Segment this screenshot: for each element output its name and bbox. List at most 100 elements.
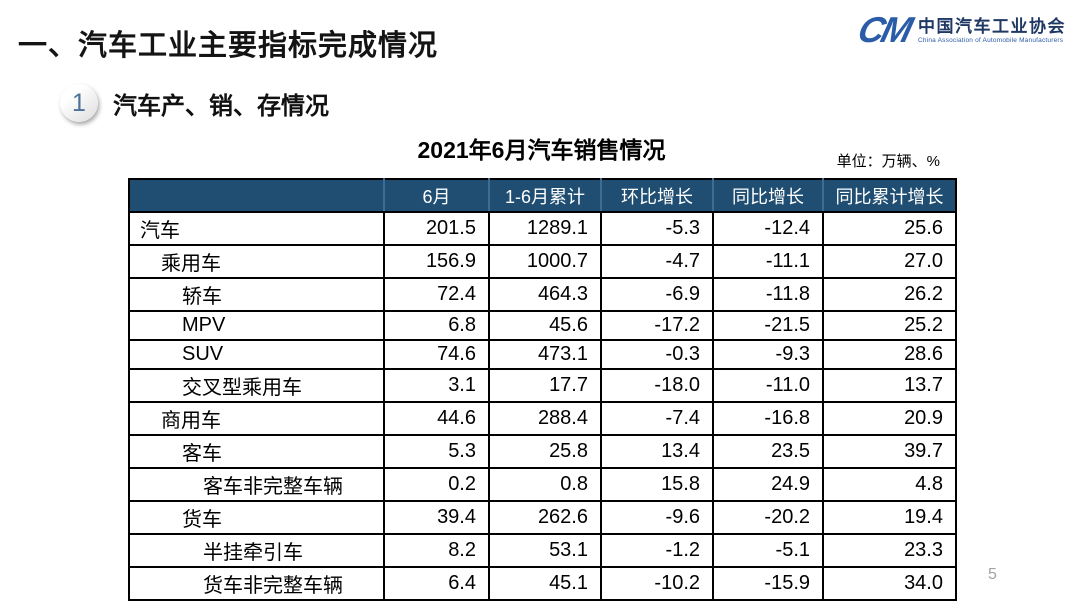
table-row: 轿车 72.4 464.3 -6.9 -11.8 26.2 — [128, 277, 957, 312]
row-label: 商用车 — [128, 401, 385, 436]
value-cell: 5.3 — [383, 434, 490, 469]
unit-note: 单位：万辆、% — [836, 153, 940, 170]
row-label: 货车 — [128, 500, 385, 535]
row-label: 半挂牵引车 — [128, 533, 385, 568]
logo-name-cn: 中国汽车工业协会 — [918, 16, 1066, 36]
table-title: 2021年6月汽车销售情况 — [417, 137, 666, 163]
value-cell: -7.4 — [600, 401, 714, 436]
value-cell: 262.6 — [488, 500, 602, 535]
value-cell: -4.7 — [600, 244, 714, 279]
table-header: 6月 1-6月累计 环比增长 同比增长 同比累计增长 — [128, 178, 957, 213]
table-column-header: 6月 — [383, 178, 490, 213]
value-cell: -5.1 — [712, 533, 824, 568]
table-row: 汽车 201.5 1289.1 -5.3 -12.4 25.6 — [128, 211, 957, 246]
value-cell: 45.1 — [488, 566, 602, 601]
value-cell: 25.2 — [822, 310, 957, 341]
value-cell: -15.9 — [712, 566, 824, 601]
value-cell: 473.1 — [488, 339, 602, 370]
table-column-header: 1-6月累计 — [488, 178, 602, 213]
table-row: 交叉型乘用车 3.1 17.7 -18.0 -11.0 13.7 — [128, 368, 957, 403]
table-row: 货车 39.4 262.6 -9.6 -20.2 19.4 — [128, 500, 957, 535]
table-row: 半挂牵引车 8.2 53.1 -1.2 -5.1 23.3 — [128, 533, 957, 568]
value-cell: 8.2 — [383, 533, 490, 568]
value-cell: -16.8 — [712, 401, 824, 436]
table-row: 客车非完整车辆 0.2 0.8 15.8 24.9 4.8 — [128, 467, 957, 502]
value-cell: 25.8 — [488, 434, 602, 469]
value-cell: 19.4 — [822, 500, 957, 535]
value-cell: 13.4 — [600, 434, 714, 469]
value-cell: -18.0 — [600, 368, 714, 403]
row-label: 汽车 — [128, 211, 385, 246]
value-cell: 44.6 — [383, 401, 490, 436]
table-row: 商用车 44.6 288.4 -7.4 -16.8 20.9 — [128, 401, 957, 436]
value-cell: -11.0 — [712, 368, 824, 403]
value-cell: 0.2 — [383, 467, 490, 502]
cam-monogram-icon: CM — [854, 9, 915, 50]
value-cell: 0.8 — [488, 467, 602, 502]
row-label: 乘用车 — [128, 244, 385, 279]
table-row: 客车 5.3 25.8 13.4 23.5 39.7 — [128, 434, 957, 469]
table-row: 乘用车 156.9 1000.7 -4.7 -11.1 27.0 — [128, 244, 957, 279]
value-cell: 464.3 — [488, 277, 602, 312]
value-cell: -21.5 — [712, 310, 824, 341]
table-row: SUV 74.6 473.1 -0.3 -9.3 28.6 — [128, 339, 957, 370]
value-cell: 156.9 — [383, 244, 490, 279]
row-label: 货车非完整车辆 — [128, 566, 385, 601]
value-cell: 53.1 — [488, 533, 602, 568]
value-cell: 25.6 — [822, 211, 957, 246]
table-column-header: 环比增长 — [600, 178, 714, 213]
value-cell: 28.6 — [822, 339, 957, 370]
page-number: 5 — [988, 566, 997, 583]
value-cell: 15.8 — [600, 467, 714, 502]
table-row: 货车非完整车辆 6.4 45.1 -10.2 -15.9 34.0 — [128, 566, 957, 601]
row-label: 客车非完整车辆 — [128, 467, 385, 502]
table-row: MPV 6.8 45.6 -17.2 -21.5 25.2 — [128, 310, 957, 341]
section-heading: 1 汽车产、销、存情况 — [60, 84, 329, 122]
value-cell: -6.9 — [600, 277, 714, 312]
value-cell: 1000.7 — [488, 244, 602, 279]
value-cell: 17.7 — [488, 368, 602, 403]
value-cell: 34.0 — [822, 566, 957, 601]
logo-name-en: China Association of Automobile Manufact… — [918, 37, 1064, 45]
value-cell: 27.0 — [822, 244, 957, 279]
value-cell: 201.5 — [383, 211, 490, 246]
value-cell: 26.2 — [822, 277, 957, 312]
value-cell: 23.3 — [822, 533, 957, 568]
value-cell: 13.7 — [822, 368, 957, 403]
sales-table: 6月 1-6月累计 环比增长 同比增长 同比累计增长 汽车 201.5 1289.1 -5.3… — [128, 178, 957, 601]
value-cell: 3.1 — [383, 368, 490, 403]
value-cell: -17.2 — [600, 310, 714, 341]
value-cell: 24.9 — [712, 467, 824, 502]
value-cell: -10.2 — [600, 566, 714, 601]
value-cell: 45.6 — [488, 310, 602, 341]
value-cell: 288.4 — [488, 401, 602, 436]
value-cell: 74.6 — [383, 339, 490, 370]
value-cell: 39.7 — [822, 434, 957, 469]
value-cell: 20.9 — [822, 401, 957, 436]
table-corner-cell — [128, 178, 385, 213]
section-number-badge: 1 — [60, 84, 98, 122]
section-title: 汽车产、销、存情况 — [113, 92, 329, 120]
value-cell: 39.4 — [383, 500, 490, 535]
row-label: SUV — [128, 339, 385, 370]
row-label: MPV — [128, 310, 385, 341]
cam-logo: CM 中国汽车工业协会 China Association of Automob… — [854, 9, 1066, 50]
value-cell: 6.4 — [383, 566, 490, 601]
value-cell: 1289.1 — [488, 211, 602, 246]
value-cell: -9.3 — [712, 339, 824, 370]
table-column-header: 同比增长 — [712, 178, 824, 213]
value-cell: -5.3 — [600, 211, 714, 246]
value-cell: 6.8 — [383, 310, 490, 341]
logo-text: 中国汽车工业协会 China Association of Automobile… — [918, 16, 1066, 44]
value-cell: -1.2 — [600, 533, 714, 568]
value-cell: -11.1 — [712, 244, 824, 279]
value-cell: -9.6 — [600, 500, 714, 535]
value-cell: 4.8 — [822, 467, 957, 502]
table-header-row: 6月 1-6月累计 环比增长 同比增长 同比累计增长 — [128, 178, 957, 213]
value-cell: -0.3 — [600, 339, 714, 370]
row-label: 客车 — [128, 434, 385, 469]
row-label: 轿车 — [128, 277, 385, 312]
value-cell: -20.2 — [712, 500, 824, 535]
table-column-header: 同比累计增长 — [822, 178, 957, 213]
